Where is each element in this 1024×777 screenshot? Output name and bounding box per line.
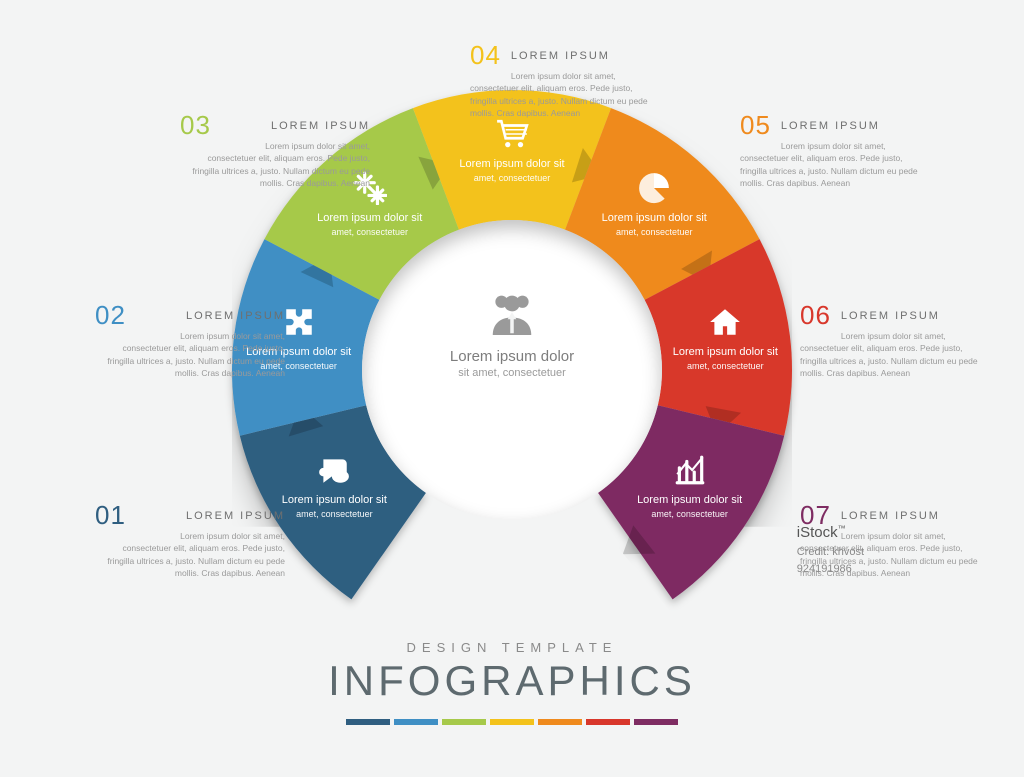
stock-credit: iStock™ Credit: khvost 924191986 [797,522,864,578]
infographic-stage: Lorem ipsum dolor sit amet, consectetuer… [0,0,1024,777]
callout-title: LOREM IPSUM [186,310,285,322]
seg-label-06: Lorem ipsum dolor sitamet, consectetuer [650,305,800,372]
callout-06: 06 LOREM IPSUM Lorem ipsum dolor sit amet,… [800,300,990,379]
seg-line2: amet, consectetuer [615,508,765,520]
callout-body: Lorem ipsum dolor sit amet, consectetuer… [740,140,930,189]
callout-body: Lorem ipsum dolor sit amet, consectetuer… [180,140,370,189]
swatch [394,719,438,725]
seg-line1: Lorem ipsum dolor sit [650,345,800,360]
footer: DESIGN TEMPLATE INFOGRAPHICS [0,640,1024,725]
callout-number: 02 [95,300,126,331]
center-block: Lorem ipsum dolor sit amet, consectetuer [362,290,662,379]
callout-title: LOREM IPSUM [511,50,610,62]
pie-icon [637,171,671,205]
callout-03: 03 LOREM IPSUM Lorem ipsum dolor sit amet,… [180,110,370,189]
seg-line1: Lorem ipsum dolor sit [615,493,765,508]
seg-label-04: Lorem ipsum dolor sitamet, consectetuer [437,117,587,184]
callout-title: LOREM IPSUM [841,510,940,522]
footer-subtitle: DESIGN TEMPLATE [0,640,1024,655]
callout-number: 01 [95,500,126,531]
swatch [634,719,678,725]
callout-number: 03 [180,110,211,141]
callout-title: LOREM IPSUM [186,510,285,522]
cart-icon [495,117,529,151]
stock-brand: iStock™ [797,524,846,541]
callout-number: 04 [470,40,501,71]
home-icon [708,305,742,339]
seg-line2: amet, consectetuer [295,226,445,238]
callout-number: 05 [740,110,771,141]
credit-id: 924191986 [797,563,852,575]
callout-02: 02 LOREM IPSUM Lorem ipsum dolor sit amet,… [95,300,285,379]
credit-label: Credit: [797,546,829,558]
seg-line2: amet, consectetuer [437,172,587,184]
swatch [442,719,486,725]
callout-body: Lorem ipsum dolor sit amet, consectetuer… [470,70,660,119]
swatch [490,719,534,725]
callout-title: LOREM IPSUM [841,310,940,322]
callout-05: 05 LOREM IPSUM Lorem ipsum dolor sit amet,… [740,110,930,189]
puzzle-icon [282,305,316,339]
callout-04: 04 LOREM IPSUM Lorem ipsum dolor sit amet,… [470,40,660,119]
center-line1: Lorem ipsum dolor [362,348,662,365]
callout-body: Lorem ipsum dolor sit amet, consectetuer… [800,330,990,379]
seg-label-05: Lorem ipsum dolor sitamet, consectetuer [579,171,729,238]
callout-01: 01 LOREM IPSUM Lorem ipsum dolor sit amet,… [95,500,285,579]
seg-line1: Lorem ipsum dolor sit [579,211,729,226]
callout-title: LOREM IPSUM [781,120,880,132]
seg-line1: Lorem ipsum dolor sit [437,157,587,172]
chart-icon [673,453,707,487]
seg-label-07: Lorem ipsum dolor sitamet, consectetuer [615,453,765,520]
credit-value: khvost [832,546,864,558]
chat-icon [317,453,351,487]
footer-title: INFOGRAPHICS [0,657,1024,705]
swatch [538,719,582,725]
seg-line1: Lorem ipsum dolor sit [295,211,445,226]
swatch [586,719,630,725]
center-line2: sit amet, consectetuer [362,367,662,379]
swatch [346,719,390,725]
callout-body: Lorem ipsum dolor sit amet, consectetuer… [95,530,285,579]
team-icon [484,290,540,338]
callout-title: LOREM IPSUM [271,120,370,132]
footer-swatches [0,719,1024,725]
seg-line2: amet, consectetuer [650,360,800,372]
callout-number: 06 [800,300,831,331]
seg-line2: amet, consectetuer [579,226,729,238]
callout-body: Lorem ipsum dolor sit amet, consectetuer… [95,330,285,379]
